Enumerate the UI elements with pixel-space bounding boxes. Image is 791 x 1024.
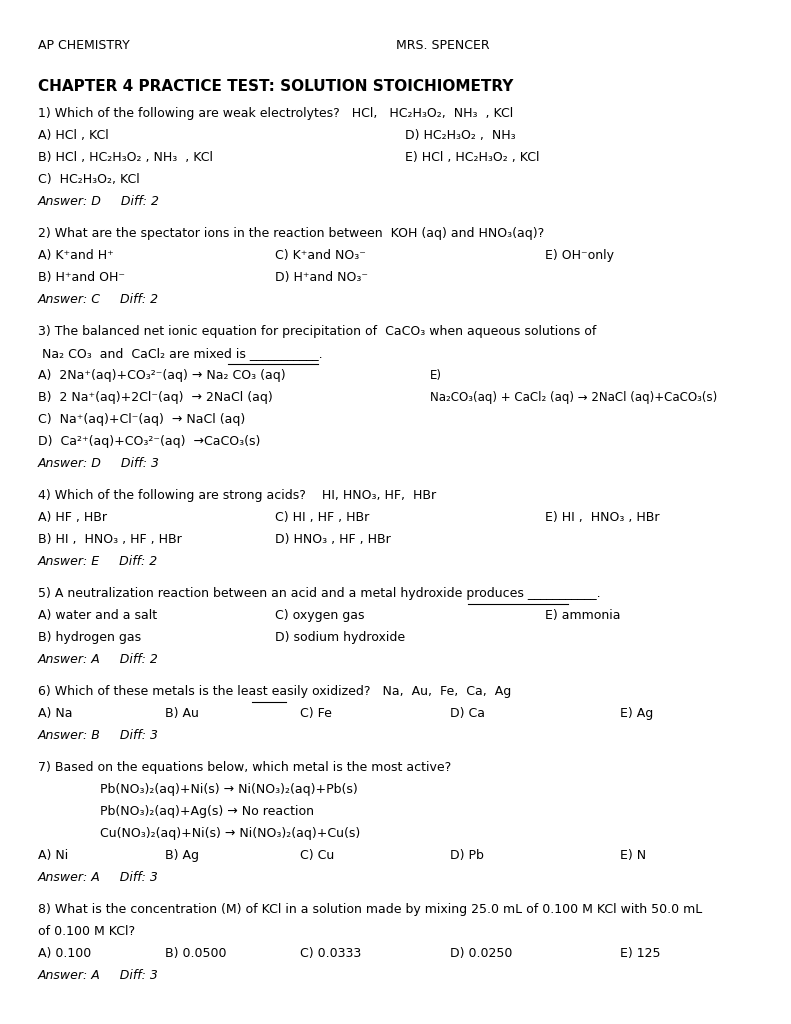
Text: Answer: B     Diff: 3: Answer: B Diff: 3 <box>38 729 159 742</box>
Text: B) HCl , HC₂H₃O₂ , NH₃  , KCl: B) HCl , HC₂H₃O₂ , NH₃ , KCl <box>38 152 213 164</box>
Text: 8) What is the concentration (M) of KCl in a solution made by mixing 25.0 mL of : 8) What is the concentration (M) of KCl … <box>38 903 702 916</box>
Text: Cu(NO₃)₂(aq)+Ni(s) → Ni(NO₃)₂(aq)+Cu(s): Cu(NO₃)₂(aq)+Ni(s) → Ni(NO₃)₂(aq)+Cu(s) <box>100 827 360 841</box>
Text: 6) Which of these metals is the least easily oxidized?   Na,  Au,  Fe,  Ca,  Ag: 6) Which of these metals is the least ea… <box>38 685 511 698</box>
Text: D) Ca: D) Ca <box>450 708 485 720</box>
Text: Answer: E     Diff: 2: Answer: E Diff: 2 <box>38 555 158 568</box>
Text: A) Ni: A) Ni <box>38 849 68 862</box>
Text: C) Fe: C) Fe <box>300 708 332 720</box>
Text: Answer: A     Diff: 3: Answer: A Diff: 3 <box>38 969 159 982</box>
Text: B) 0.0500: B) 0.0500 <box>165 947 226 961</box>
Text: E) N: E) N <box>620 849 646 862</box>
Text: D) Pb: D) Pb <box>450 849 484 862</box>
Text: C)  Na⁺(aq)+Cl⁻(aq)  → NaCl (aq): C) Na⁺(aq)+Cl⁻(aq) → NaCl (aq) <box>38 414 245 426</box>
Text: Pb(NO₃)₂(aq)+Ag(s) → No reaction: Pb(NO₃)₂(aq)+Ag(s) → No reaction <box>100 805 314 818</box>
Text: C) oxygen gas: C) oxygen gas <box>275 609 365 623</box>
Text: B) Ag: B) Ag <box>165 849 199 862</box>
Text: D) HNO₃ , HF , HBr: D) HNO₃ , HF , HBr <box>275 534 391 546</box>
Text: Na₂CO₃(aq) + CaCl₂ (aq) → 2NaCl (aq)+CaCO₃(s): Na₂CO₃(aq) + CaCl₂ (aq) → 2NaCl (aq)+CaC… <box>430 391 717 404</box>
Text: D) H⁺and NO₃⁻: D) H⁺and NO₃⁻ <box>275 271 368 285</box>
Text: A) HF , HBr: A) HF , HBr <box>38 511 107 524</box>
Text: A) K⁺and H⁺: A) K⁺and H⁺ <box>38 249 114 262</box>
Text: Answer: C     Diff: 2: Answer: C Diff: 2 <box>38 293 159 306</box>
Text: CHAPTER 4 PRACTICE TEST: SOLUTION STOICHIOMETRY: CHAPTER 4 PRACTICE TEST: SOLUTION STOICH… <box>38 79 513 94</box>
Text: B) H⁺and OH⁻: B) H⁺and OH⁻ <box>38 271 125 285</box>
Text: E) 125: E) 125 <box>620 947 660 961</box>
Text: D) HC₂H₃O₂ ,  NH₃: D) HC₂H₃O₂ , NH₃ <box>405 129 516 142</box>
Text: 5) A neutralization reaction between an acid and a metal hydroxide produces ____: 5) A neutralization reaction between an … <box>38 587 600 600</box>
Text: E) ammonia: E) ammonia <box>545 609 620 623</box>
Text: D) sodium hydroxide: D) sodium hydroxide <box>275 631 405 644</box>
Text: A)  2Na⁺(aq)+CO₃²⁻(aq) → Na₂ CO₃ (aq): A) 2Na⁺(aq)+CO₃²⁻(aq) → Na₂ CO₃ (aq) <box>38 370 286 382</box>
Text: 4) Which of the following are strong acids?    HI, HNO₃, HF,  HBr: 4) Which of the following are strong aci… <box>38 489 436 502</box>
Text: AP CHEMISTRY: AP CHEMISTRY <box>38 39 130 52</box>
Text: E) HI ,  HNO₃ , HBr: E) HI , HNO₃ , HBr <box>545 511 660 524</box>
Text: C) 0.0333: C) 0.0333 <box>300 947 361 961</box>
Text: MRS. SPENCER: MRS. SPENCER <box>396 39 490 52</box>
Text: of 0.100 M KCl?: of 0.100 M KCl? <box>38 926 135 938</box>
Text: Answer: D     Diff: 3: Answer: D Diff: 3 <box>38 457 160 470</box>
Text: D) 0.0250: D) 0.0250 <box>450 947 513 961</box>
Text: C) Cu: C) Cu <box>300 849 335 862</box>
Text: 2) What are the spectator ions in the reaction between  KOH (aq) and HNO₃(aq)?: 2) What are the spectator ions in the re… <box>38 227 544 241</box>
Text: A) Na: A) Na <box>38 708 73 720</box>
Text: Pb(NO₃)₂(aq)+Ni(s) → Ni(NO₃)₂(aq)+Pb(s): Pb(NO₃)₂(aq)+Ni(s) → Ni(NO₃)₂(aq)+Pb(s) <box>100 783 358 797</box>
Text: 3) The balanced net ionic equation for precipitation of  CaCO₃ when aqueous solu: 3) The balanced net ionic equation for p… <box>38 326 596 338</box>
Text: C) HI , HF , HBr: C) HI , HF , HBr <box>275 511 369 524</box>
Text: B) hydrogen gas: B) hydrogen gas <box>38 631 141 644</box>
Text: E): E) <box>430 370 442 382</box>
Text: 1) Which of the following are weak electrolytes?   HCl,   HC₂H₃O₂,  NH₃  , KCl: 1) Which of the following are weak elect… <box>38 108 513 120</box>
Text: A) water and a salt: A) water and a salt <box>38 609 157 623</box>
Text: C)  HC₂H₃O₂, KCl: C) HC₂H₃O₂, KCl <box>38 173 140 186</box>
Text: E) Ag: E) Ag <box>620 708 653 720</box>
Text: B) HI ,  HNO₃ , HF , HBr: B) HI , HNO₃ , HF , HBr <box>38 534 182 546</box>
Text: E) HCl , HC₂H₃O₂ , KCl: E) HCl , HC₂H₃O₂ , KCl <box>405 152 539 164</box>
Text: Answer: A     Diff: 3: Answer: A Diff: 3 <box>38 871 159 884</box>
Text: D)  Ca²⁺(aq)+CO₃²⁻(aq)  →CaCO₃(s): D) Ca²⁺(aq)+CO₃²⁻(aq) →CaCO₃(s) <box>38 435 260 449</box>
Text: Na₂ CO₃  and  CaCl₂ are mixed is ___________.: Na₂ CO₃ and CaCl₂ are mixed is _________… <box>38 347 323 360</box>
Text: C) K⁺and NO₃⁻: C) K⁺and NO₃⁻ <box>275 249 366 262</box>
Text: B)  2 Na⁺(aq)+2Cl⁻(aq)  → 2NaCl (aq): B) 2 Na⁺(aq)+2Cl⁻(aq) → 2NaCl (aq) <box>38 391 273 404</box>
Text: B) Au: B) Au <box>165 708 199 720</box>
Text: 7) Based on the equations below, which metal is the most active?: 7) Based on the equations below, which m… <box>38 761 451 774</box>
Text: A) 0.100: A) 0.100 <box>38 947 91 961</box>
Text: Answer: A     Diff: 2: Answer: A Diff: 2 <box>38 653 159 667</box>
Text: E) OH⁻only: E) OH⁻only <box>545 249 614 262</box>
Text: A) HCl , KCl: A) HCl , KCl <box>38 129 108 142</box>
Text: Answer: D     Diff: 2: Answer: D Diff: 2 <box>38 196 160 208</box>
